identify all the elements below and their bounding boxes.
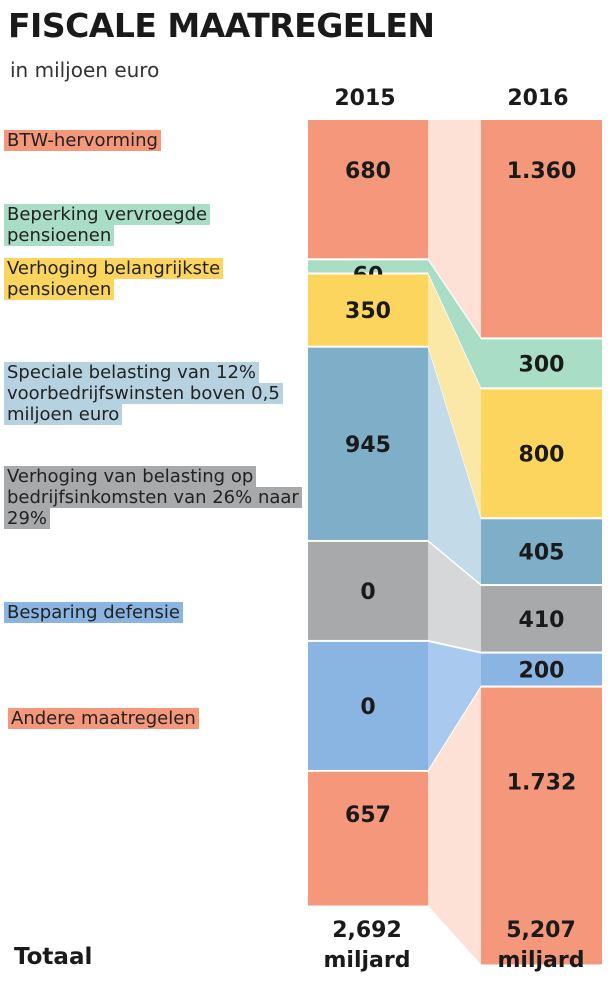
data-label-2016-1: 300 <box>519 352 565 377</box>
category-label-text: Besparing defensie <box>4 602 183 623</box>
bar-2015-3 <box>308 347 428 540</box>
category-label-text: Verhoging belangrijkste pensioenen <box>4 258 224 300</box>
flow-band-4 <box>428 541 481 652</box>
chart-subtitle: in miljoen euro <box>10 58 160 82</box>
category-label-andere: Andere maatregelen <box>8 708 298 729</box>
data-label-2016-2: 800 <box>519 442 565 467</box>
flow-band-1 <box>428 260 481 388</box>
flow-band-5 <box>428 641 481 770</box>
data-label-2016-3: 405 <box>519 541 565 566</box>
total-2016: 5,207 miljard <box>476 916 606 976</box>
flow-band-2 <box>428 274 481 518</box>
data-label-2016-6: 1.732 <box>507 771 577 796</box>
data-label-2015-6: 657 <box>345 803 391 828</box>
category-label-text: Speciale belasting van 12% voorbedrijfsw… <box>4 362 283 425</box>
total-2015-unit: miljard <box>323 948 411 973</box>
total-2015-value: 2,692 <box>332 918 402 943</box>
year-label-2015: 2015 <box>334 86 396 111</box>
total-label: Totaal <box>14 944 93 970</box>
category-label-text: Beperking vervroegde pensioenen <box>4 204 211 246</box>
category-label-btw: BTW-hervorming <box>4 130 294 151</box>
category-label-text: BTW-hervorming <box>4 130 161 151</box>
bar-2016-1 <box>481 339 602 388</box>
category-label-vervroegde-pensioenen: Beperking vervroegde pensioenen <box>4 204 264 246</box>
total-2016-value: 5,207 <box>506 918 576 943</box>
data-label-2016-5: 200 <box>519 659 565 684</box>
bar-2016-4 <box>481 586 602 652</box>
bar-2016-3 <box>481 519 602 585</box>
category-label-text: Andere maatregelen <box>8 708 199 729</box>
bar-2015-1 <box>308 260 428 273</box>
bar-2015-6 <box>308 771 428 906</box>
bar-2015-2 <box>308 274 428 346</box>
bar-2016-2 <box>481 389 602 518</box>
data-label-2015-2: 350 <box>345 299 391 324</box>
bar-2016-5 <box>481 653 602 686</box>
bar-2016-6 <box>481 687 602 965</box>
bar-2016-0 <box>481 120 602 338</box>
flow-band-0 <box>428 120 481 338</box>
data-label-2015-0: 680 <box>345 159 391 184</box>
bar-2015-5 <box>308 641 428 770</box>
category-label-belangrijkste-pensioenen: Verhoging belangrijkste pensioenen <box>4 258 294 300</box>
flow-band-6 <box>428 687 481 965</box>
year-label-2016: 2016 <box>507 86 569 111</box>
total-2016-unit: miljard <box>497 948 585 973</box>
chart-title: FISCALE MAATREGELEN <box>8 6 435 45</box>
data-label-2015-5: 0 <box>360 695 375 720</box>
bar-2015-4 <box>308 541 428 640</box>
category-label-defensie: Besparing defensie <box>4 602 294 623</box>
flow-band-3 <box>428 347 481 585</box>
data-label-2016-4: 410 <box>519 608 565 633</box>
category-label-text: Verhoging van belasting op bedrijfsinkom… <box>4 466 302 529</box>
total-2015: 2,692 miljard <box>302 916 432 976</box>
category-label-bedrijfsinkomsten: Verhoging van belasting op bedrijfsinkom… <box>4 466 302 529</box>
data-label-2015-3: 945 <box>345 433 391 458</box>
data-label-2016-0: 1.360 <box>507 159 577 184</box>
data-label-2015-4: 0 <box>360 580 375 605</box>
category-label-speciale-belasting: Speciale belasting van 12% voorbedrijfsw… <box>4 362 304 425</box>
bar-2015-0 <box>308 120 428 259</box>
